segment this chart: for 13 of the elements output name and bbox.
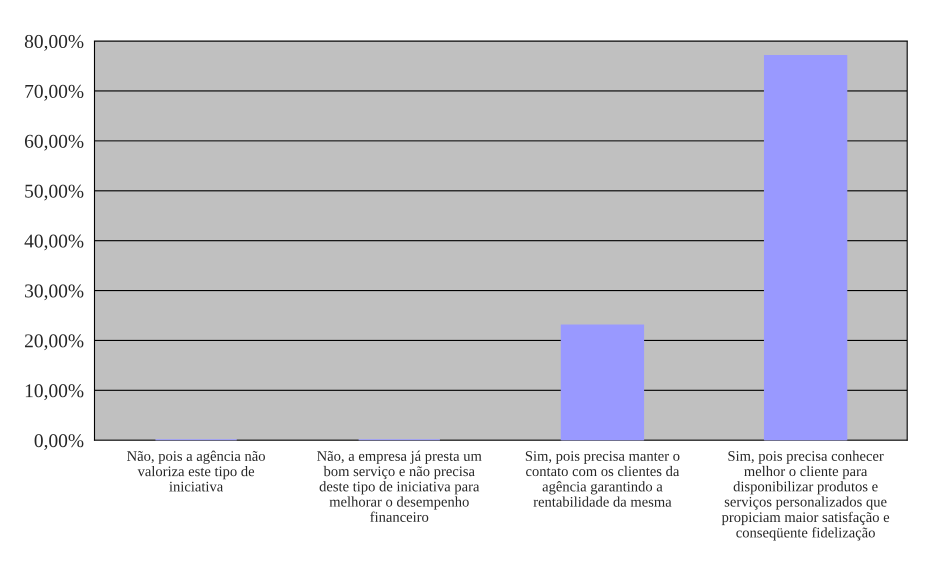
y-tick-label: 10,00%: [26, 384, 84, 400]
y-tick-label: 30,00%: [25, 284, 84, 300]
y-tick-label: 50,00%: [25, 184, 84, 201]
x-tick-label: Não, a empresa já presta um bom serviço e não precisa deste tipo de iniciativa para melhorar o desempenho financeiro: [317, 450, 482, 522]
x-tick-label: Sim, pois precisa conhecer melhor o cliente para disponibilizar produtos e serviços personalizados que propiciam maior satisfação e conseqüente fidelização: [722, 450, 890, 540]
y-tick-label: 40,00%: [24, 234, 84, 250]
y-tick-label: 70,00%: [25, 84, 84, 101]
y-tick-label: 20,00%: [24, 334, 84, 350]
x-tick-label: Sim, pois precisa manter o contato com os clientes da agência garantindo a rentabilidade da mesma: [526, 451, 680, 507]
x-tick-label: Não, pois a agência não valoriza este tipo de iniciativa: [127, 450, 265, 492]
y-tick-label: 60,00%: [24, 134, 84, 151]
y-tick-label: 80,00%: [24, 34, 84, 51]
y-tick-label: 0,00%: [34, 434, 84, 450]
